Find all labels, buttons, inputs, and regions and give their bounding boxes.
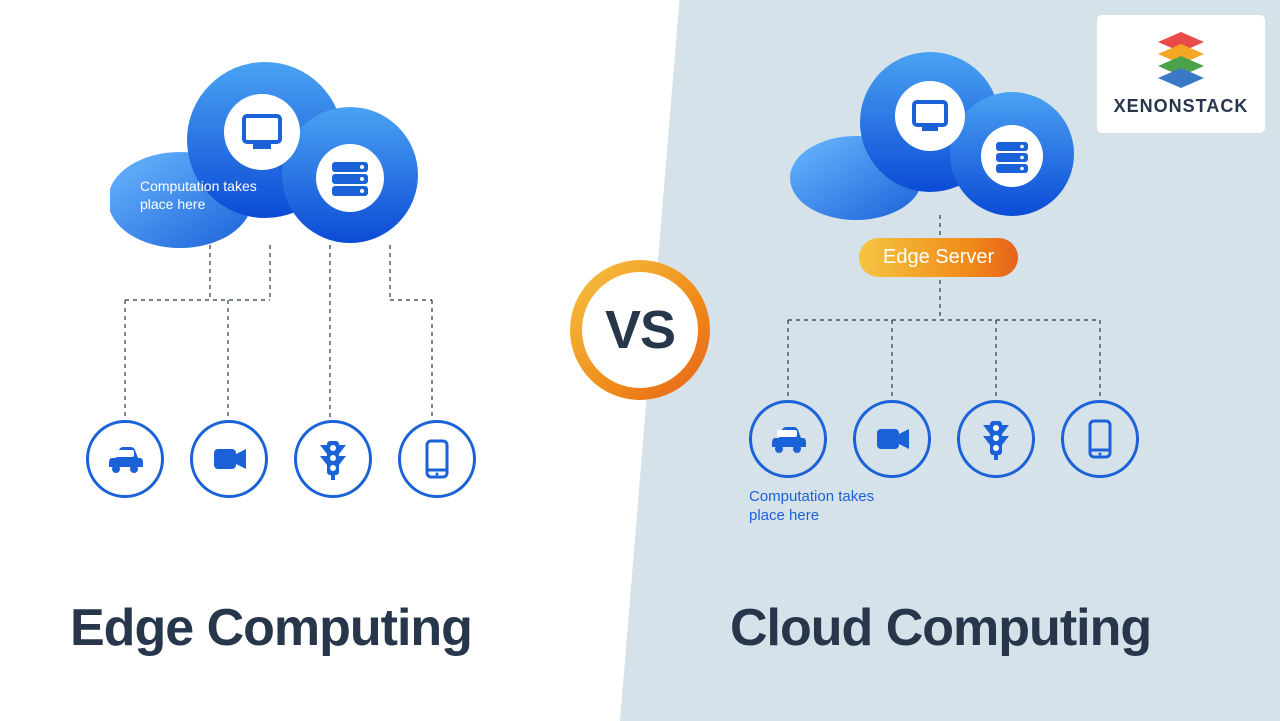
camera-icon — [853, 400, 931, 478]
diagram-canvas: XENONSTACK VS — [0, 0, 1280, 721]
traffic-light-icon — [294, 420, 372, 498]
cloud-title: Cloud Computing — [730, 598, 1151, 658]
edge-title: Edge Computing — [70, 598, 472, 658]
edge-device-row — [86, 420, 476, 498]
car-icon — [749, 400, 827, 478]
traffic-light-icon — [957, 400, 1035, 478]
cloud-computation-label: Computation takes place here — [749, 488, 874, 526]
car-icon — [86, 420, 164, 498]
right-panel: Edge Server — [640, 0, 1280, 721]
cloud-device-row — [749, 400, 1139, 478]
camera-icon — [190, 420, 268, 498]
left-panel: Computation takes place here — [0, 0, 640, 721]
smartphone-icon — [398, 420, 476, 498]
vs-text: VS — [605, 299, 675, 361]
smartphone-icon — [1061, 400, 1139, 478]
